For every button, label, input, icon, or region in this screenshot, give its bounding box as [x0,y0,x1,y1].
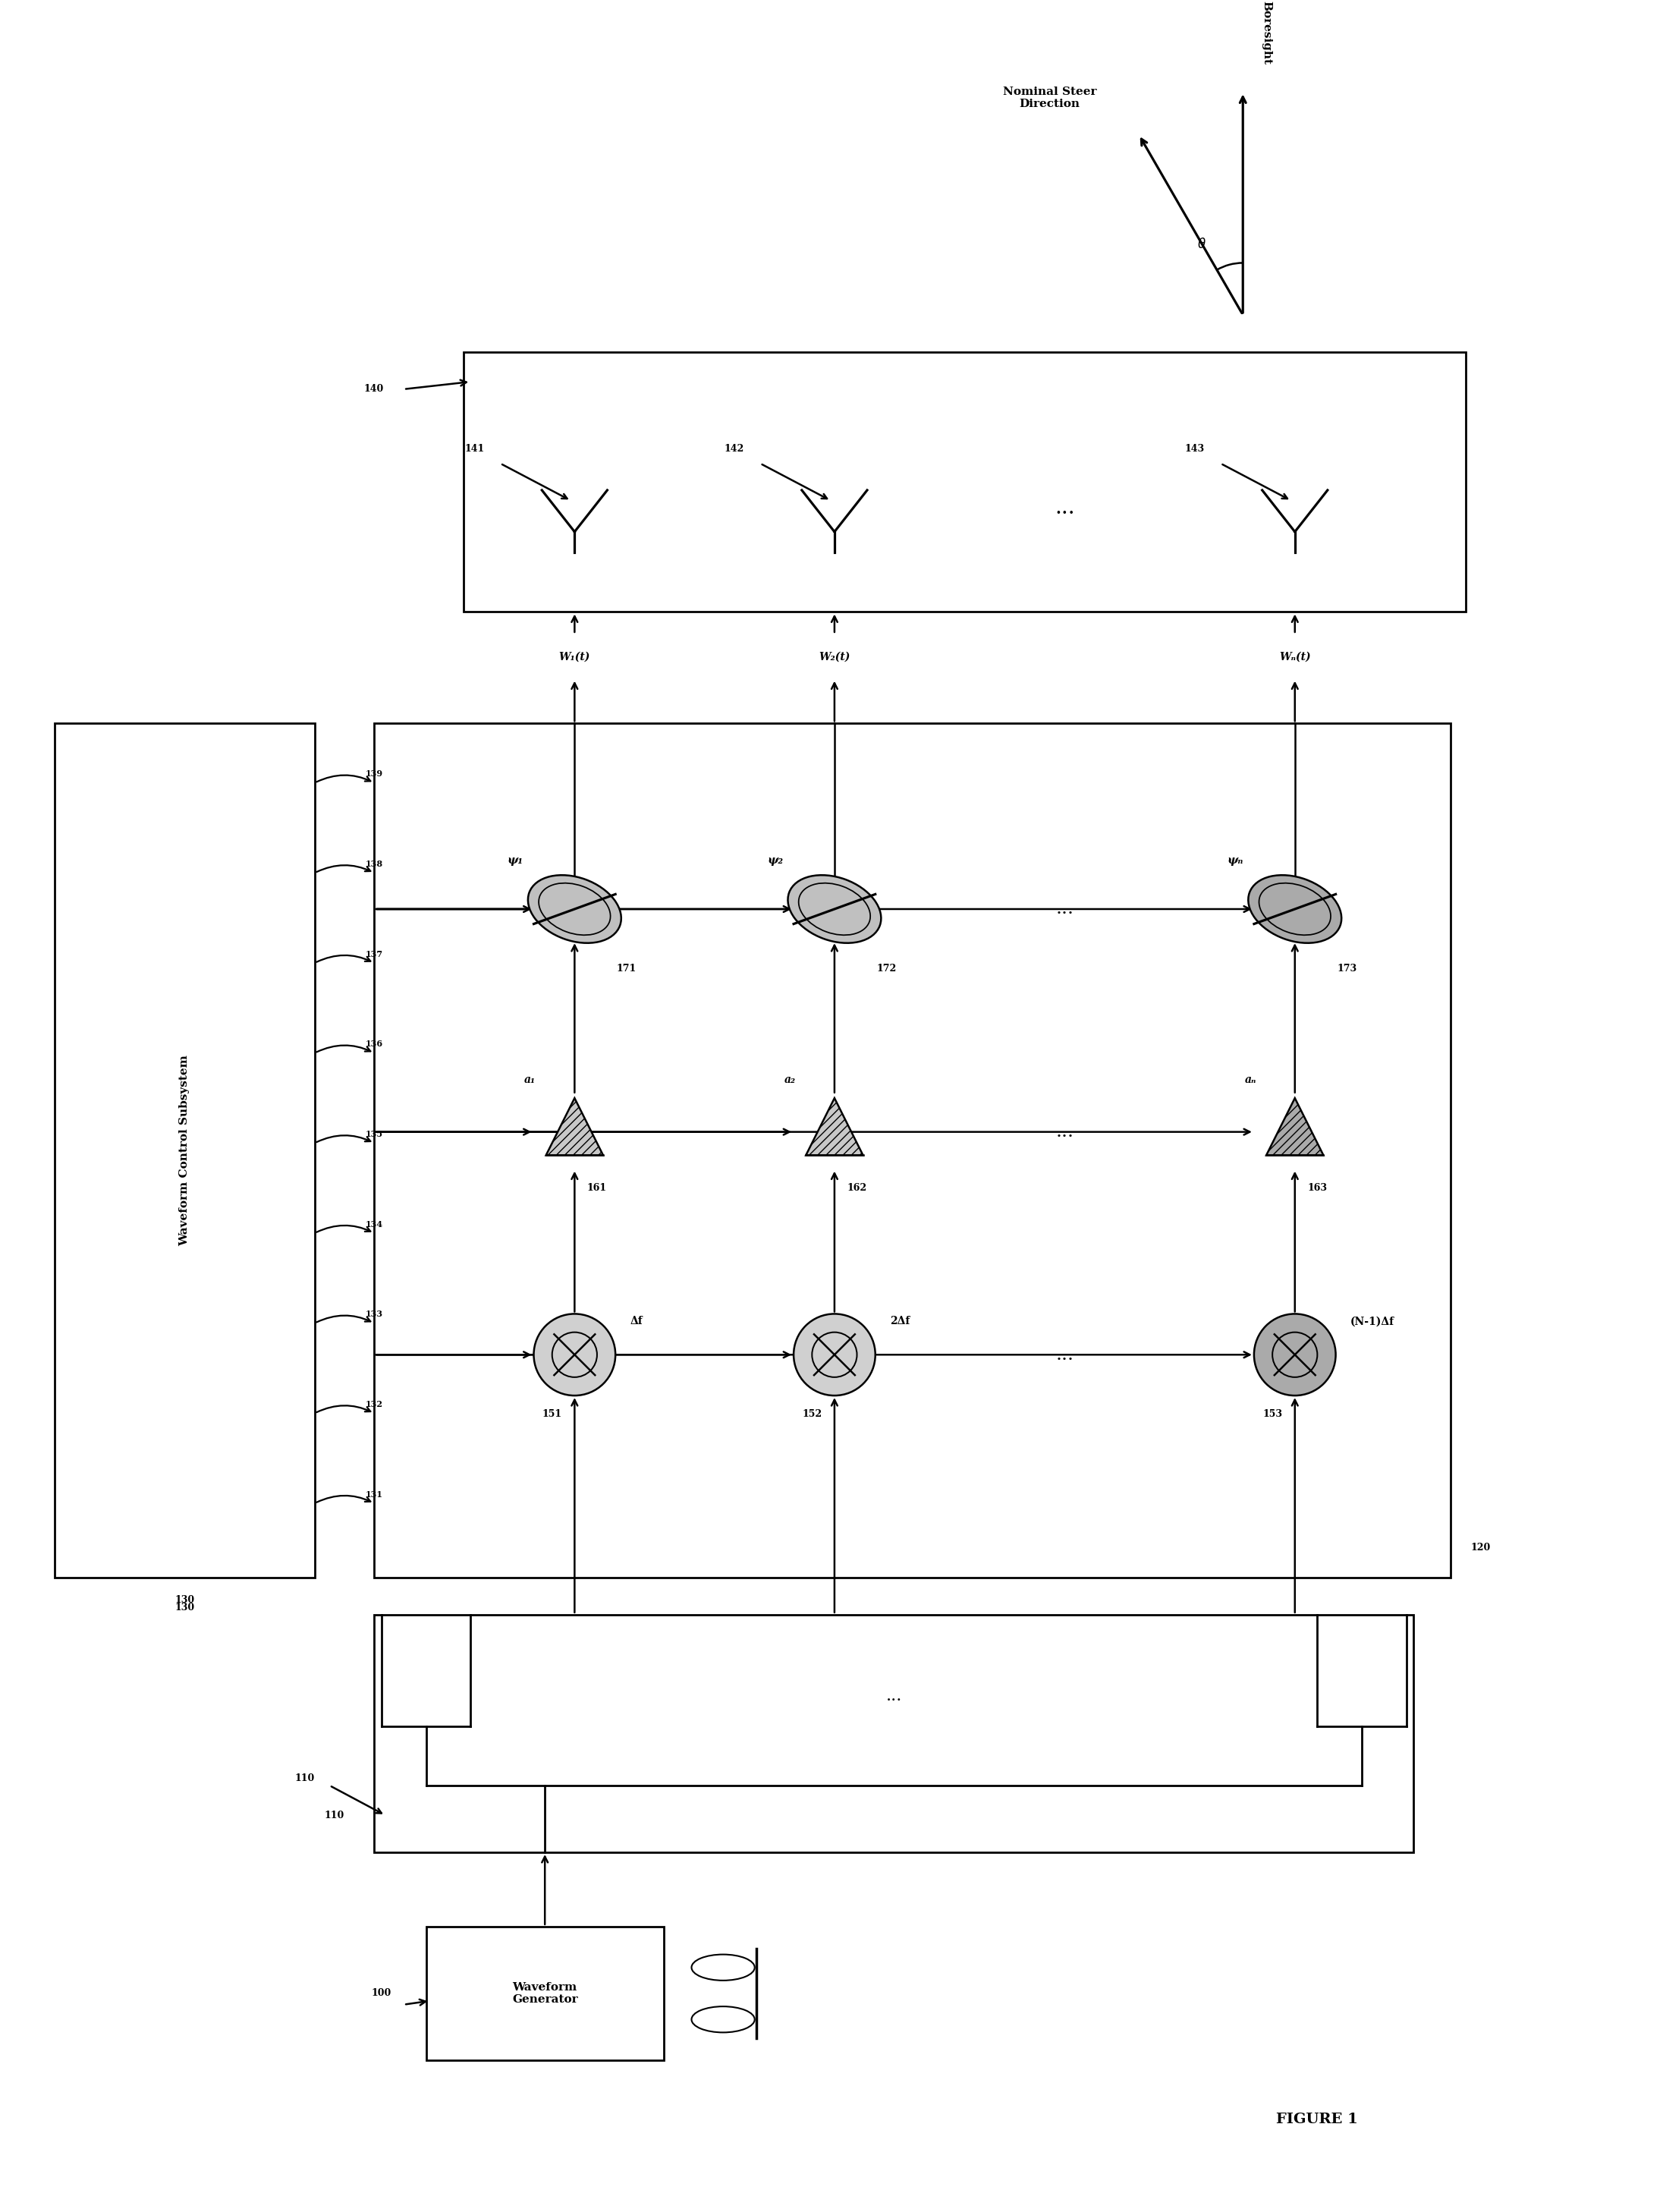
Circle shape [1254,1314,1335,1396]
Text: a₁: a₁ [524,1075,535,1086]
Text: 171: 171 [617,964,637,973]
Text: 134: 134 [366,1221,382,1228]
Ellipse shape [527,876,622,942]
Text: a₂: a₂ [785,1075,795,1086]
Text: ψ₂: ψ₂ [767,856,783,867]
Text: 136: 136 [366,1040,382,1048]
Text: 172: 172 [876,964,896,973]
Text: W₁(t): W₁(t) [559,650,590,661]
Text: ...: ... [1056,1345,1074,1363]
Ellipse shape [798,883,870,936]
Ellipse shape [1249,876,1342,942]
Text: 135: 135 [366,1130,382,1139]
Polygon shape [807,1097,863,1155]
Text: 120: 120 [1470,1544,1490,1553]
Text: 133: 133 [366,1310,382,1318]
Text: 2Δf: 2Δf [890,1316,910,1327]
Text: 163: 163 [1307,1183,1327,1192]
Text: Wₙ(t): Wₙ(t) [1279,650,1310,661]
Text: 130: 130 [175,1601,195,1613]
Bar [55,723,314,1577]
Circle shape [1272,1332,1317,1378]
Ellipse shape [1259,883,1330,936]
Text: 153: 153 [1262,1409,1282,1420]
Text: 161: 161 [587,1183,607,1192]
Text: Waveform
Generator: Waveform Generator [512,1982,577,2004]
Text: Waveform Control Subsystem: Waveform Control Subsystem [180,1055,190,1245]
Circle shape [534,1314,615,1396]
Text: Nominal Steer
Direction: Nominal Steer Direction [1003,86,1096,108]
Text: 110: 110 [294,1774,314,1783]
Text: ψₙ: ψₙ [1227,856,1244,867]
Text: W₂(t): W₂(t) [818,650,850,661]
Text: 100: 100 [371,1989,391,1997]
Text: 151: 151 [542,1409,562,1420]
Text: Δf: Δf [630,1316,644,1327]
Text: ...: ... [1056,900,1074,918]
Text: ...: ... [1056,1124,1074,1141]
Ellipse shape [692,2006,755,2033]
Bar [464,352,1465,613]
Ellipse shape [788,876,881,942]
Text: 139: 139 [366,770,382,779]
Bar [374,723,1450,1577]
Text: ...: ... [1054,498,1074,518]
Text: 143: 143 [1184,445,1204,453]
Text: 142: 142 [725,445,743,453]
Text: Boresight: Boresight [1262,0,1272,64]
Text: (N-1)Δf: (N-1)Δf [1350,1316,1395,1327]
Text: 132: 132 [366,1400,382,1409]
Polygon shape [1266,1097,1324,1155]
Circle shape [812,1332,856,1378]
Circle shape [793,1314,875,1396]
Text: 173: 173 [1337,964,1357,973]
Text: FIGURE 1: FIGURE 1 [1276,2112,1359,2126]
Text: 131: 131 [366,1491,382,1498]
Text: 152: 152 [802,1409,822,1420]
Text: aₙ: aₙ [1244,1075,1256,1086]
Text: 130: 130 [175,1595,195,1604]
Bar [426,1927,664,2059]
Text: 140: 140 [364,385,384,394]
Text: ...: ... [886,1688,901,1705]
Polygon shape [545,1097,604,1155]
Text: ψ₁: ψ₁ [507,856,524,867]
Ellipse shape [539,883,610,936]
Text: 141: 141 [464,445,484,453]
Text: 110: 110 [324,1809,344,1820]
Ellipse shape [692,1955,755,1980]
Text: 137: 137 [366,949,382,958]
Circle shape [552,1332,597,1378]
Bar [374,1615,1414,1851]
Text: 162: 162 [846,1183,866,1192]
Text: $\theta$: $\theta$ [1197,237,1207,252]
Text: 138: 138 [366,860,382,867]
